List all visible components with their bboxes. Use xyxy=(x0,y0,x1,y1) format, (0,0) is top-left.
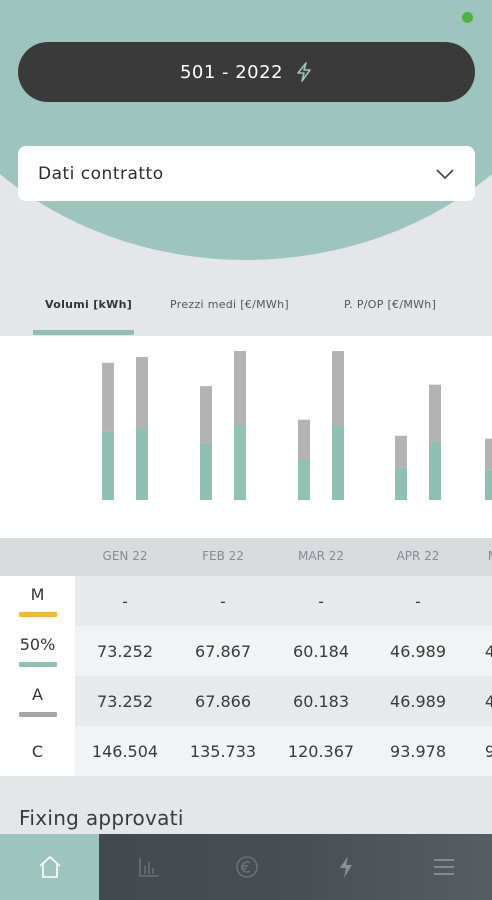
nav-home[interactable] xyxy=(0,834,99,900)
euro-icon xyxy=(235,856,258,878)
chevron-down-icon xyxy=(435,168,455,180)
volumes-table: M - - - - 50% 73.252 67.867 60.184 46.98… xyxy=(0,576,492,776)
table-cell: 4 xyxy=(484,641,492,661)
header-background xyxy=(0,0,492,260)
chart-bar-segment-top xyxy=(429,384,441,442)
chart-bar-segment-top xyxy=(395,435,407,468)
table-row: A 73.252 67.866 60.183 46.989 4 xyxy=(0,676,492,726)
chart-bar-segment-bottom xyxy=(332,425,344,500)
tab-volumi[interactable]: Volumi [kWh] xyxy=(45,298,133,311)
row-label: M xyxy=(0,576,75,626)
nav-menu[interactable] xyxy=(394,834,492,900)
row-label: A xyxy=(0,676,75,726)
table-cell: - xyxy=(415,591,421,611)
volumes-chart-svg xyxy=(102,351,492,500)
row-label: C xyxy=(0,726,75,776)
table-cell: 73.252 xyxy=(97,641,153,661)
table-cell: 46.989 xyxy=(390,641,446,661)
table-cell: 60.184 xyxy=(293,641,349,661)
status-indicator xyxy=(462,12,473,23)
dropdown-value: Dati contratto xyxy=(38,163,164,184)
table-row: M - - - - xyxy=(0,576,492,626)
m-series-color-swatch xyxy=(18,612,57,617)
table-cell: 60.183 xyxy=(293,691,349,711)
bar-chart-icon xyxy=(138,858,159,877)
tab-prezzi-medi[interactable]: Prezzi medi [€/MWh] xyxy=(170,298,289,311)
table-row: C 146.504 135.733 120.367 93.978 9 xyxy=(0,726,492,776)
tab-bar: Volumi [kWh] Prezzi medi [€/MWh] P. P/OP… xyxy=(0,290,492,336)
table-cell: 67.866 xyxy=(195,691,251,711)
row-label: 50% xyxy=(0,626,75,676)
table-cell: 73.252 xyxy=(97,691,153,711)
chart-bar-segment-top xyxy=(136,356,148,429)
contract-label: 501 - 2022 xyxy=(179,61,284,83)
table-cell: 135.733 xyxy=(189,741,257,761)
bottom-navigation xyxy=(0,834,492,900)
table-cell: - xyxy=(318,591,324,611)
nav-energy[interactable] xyxy=(296,834,395,900)
chart-bar-segment-bottom xyxy=(200,443,212,500)
contract-data-dropdown[interactable]: Dati contratto xyxy=(18,146,475,201)
bolt-outline-icon xyxy=(295,62,313,82)
column-header: M xyxy=(488,549,492,563)
chart-bar-segment-bottom xyxy=(136,428,148,500)
chart-bar-segment-bottom xyxy=(395,467,407,500)
table-row: 50% 73.252 67.867 60.184 46.989 4 xyxy=(0,626,492,676)
chart-bar-segment-top xyxy=(200,386,212,444)
table-cell: - xyxy=(220,591,226,611)
chart-bar-segment-top xyxy=(298,419,310,460)
column-header: APR 22 xyxy=(396,549,440,563)
chart-bar-segment-bottom xyxy=(298,459,310,500)
table-cell: 146.504 xyxy=(91,741,159,761)
table-cell: 93.978 xyxy=(390,741,446,761)
contract-selector-button[interactable]: 501 - 2022 xyxy=(18,42,475,102)
chart-bar-segment-top xyxy=(102,362,114,432)
section-title: Fixing approvati xyxy=(19,806,184,830)
column-header: MAR 22 xyxy=(298,549,344,563)
row-label-text: C xyxy=(31,741,44,761)
table-column-header: GEN 22 FEB 22 MAR 22 APR 22 M xyxy=(0,538,492,576)
table-cell: 4 xyxy=(484,691,492,711)
nav-charts[interactable] xyxy=(99,834,198,900)
row-label-text: A xyxy=(32,685,43,704)
a-series-color-swatch xyxy=(18,712,57,717)
bolt-icon xyxy=(339,856,352,878)
volumes-chart xyxy=(0,336,492,538)
chart-bar-segment-top xyxy=(234,351,246,426)
chart-bar-segment-bottom xyxy=(485,469,492,500)
column-header: FEB 22 xyxy=(202,549,244,563)
table-cell: - xyxy=(122,591,128,611)
home-icon xyxy=(38,856,61,878)
table-cell: 9 xyxy=(484,741,492,761)
table-cell: 46.989 xyxy=(390,691,446,711)
row-label-text: M xyxy=(30,585,45,604)
chart-bar-segment-top xyxy=(332,351,344,426)
fifty-percent-color-swatch xyxy=(18,662,57,667)
tab-active-indicator xyxy=(33,330,134,335)
chart-bar-segment-bottom xyxy=(429,441,441,500)
nav-prices[interactable] xyxy=(197,834,296,900)
table-cell: 120.367 xyxy=(287,741,355,761)
chart-bar-segment-bottom xyxy=(234,425,246,500)
chart-bar-segment-top xyxy=(485,438,492,470)
table-cell: 67.867 xyxy=(195,641,251,661)
chart-bar-segment-bottom xyxy=(102,431,114,500)
tab-p-pop[interactable]: P. P/OP [€/MWh] xyxy=(344,298,437,311)
row-label-text: 50% xyxy=(19,635,56,654)
menu-icon xyxy=(433,859,454,875)
column-header: GEN 22 xyxy=(102,549,148,563)
